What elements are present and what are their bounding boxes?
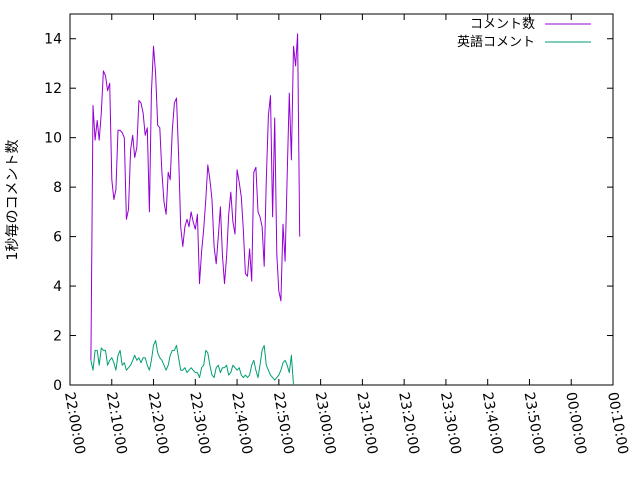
y-tick-label: 2	[53, 329, 62, 345]
x-tick-label: 22:10:00	[103, 391, 130, 456]
y-tick-label: 10	[44, 131, 62, 147]
x-tick-label: 23:50:00	[521, 391, 548, 456]
legend-label-english-comments: 英語コメント	[457, 34, 535, 50]
x-axis-ticks: 22:00:00 22:10:00 22:20:00 22:30:00 22:40:00…	[61, 14, 631, 456]
x-tick-label: 23:40:00	[479, 391, 506, 456]
x-tick-label: 23:20:00	[395, 391, 422, 456]
y-axis-ticks: 0 2 4 6 8 10 12 14	[44, 32, 613, 394]
x-tick-label: 22:50:00	[270, 391, 297, 456]
x-tick-label: 22:20:00	[145, 391, 172, 456]
y-tick-label: 6	[53, 230, 62, 246]
x-tick-label: 22:30:00	[186, 391, 213, 456]
plot-frame	[69, 13, 614, 386]
series-line-english-comments	[90, 340, 294, 386]
y-tick-label: 14	[44, 32, 62, 48]
x-tick-label: 22:40:00	[228, 391, 255, 456]
x-tick-label: 23:10:00	[353, 391, 380, 456]
y-tick-label: 12	[44, 81, 62, 97]
y-tick-label: 8	[53, 180, 62, 196]
y-tick-label: 4	[53, 279, 62, 295]
x-tick-label: 22:00:00	[61, 391, 88, 456]
x-tick-label: 00:10:00	[604, 391, 631, 456]
series-layer	[90, 33, 301, 386]
x-tick-label: 00:00:00	[562, 391, 589, 456]
legend: コメント数 英語コメント	[457, 17, 591, 50]
legend-label-comments: コメント数	[470, 17, 535, 32]
y-tick-label: 0	[53, 378, 62, 394]
y-axis-label: 1秒毎のコメント数	[5, 140, 21, 261]
series-line-comments	[90, 33, 301, 361]
x-tick-label: 23:30:00	[437, 391, 464, 456]
x-tick-label: 23:00:00	[312, 391, 339, 456]
